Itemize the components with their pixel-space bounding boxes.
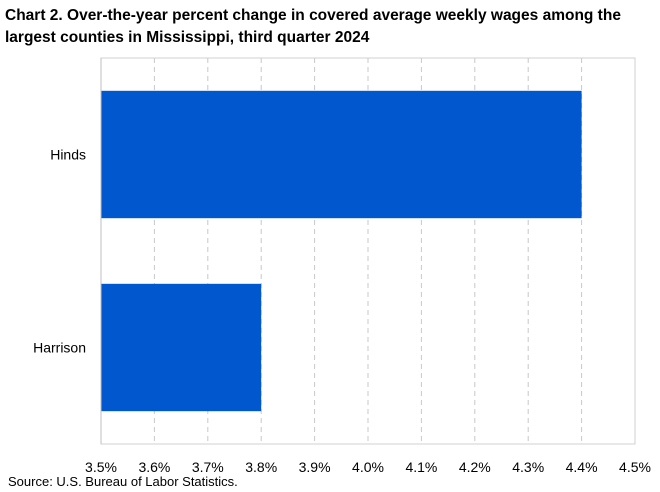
x-axis-ticks: 3.5% 3.6% 3.7% 3.8% 3.9% 4.0% 4.1% 4.2% 4.3% 4.4%… (85, 459, 651, 475)
y-axis-categories: Hinds Harrison (33, 147, 86, 356)
x-tick-label: 4.1% (405, 459, 437, 475)
x-tick-label: 3.7% (192, 459, 224, 475)
chart-title: Chart 2. Over-the-year percent change in… (5, 7, 621, 46)
x-tick-label: 3.9% (299, 459, 331, 475)
x-tick-label: 4.3% (512, 459, 544, 475)
x-tick-label: 4.4% (566, 459, 598, 475)
x-tick-label: 3.8% (245, 459, 277, 475)
category-label: Hinds (50, 147, 86, 163)
x-tick-label: 4.2% (459, 459, 491, 475)
bars (101, 90, 582, 412)
x-tick-label: 4.0% (352, 459, 384, 475)
x-tick-label: 3.5% (85, 459, 117, 475)
source-note: Source: U.S. Bureau of Labor Statistics. (8, 474, 238, 489)
bar-hinds (101, 90, 582, 219)
plot-frame (100, 57, 636, 445)
bar-harrison (101, 283, 262, 412)
category-label: Harrison (33, 340, 86, 356)
x-tick-label: 4.5% (619, 459, 651, 475)
x-tick-label: 3.6% (138, 459, 170, 475)
